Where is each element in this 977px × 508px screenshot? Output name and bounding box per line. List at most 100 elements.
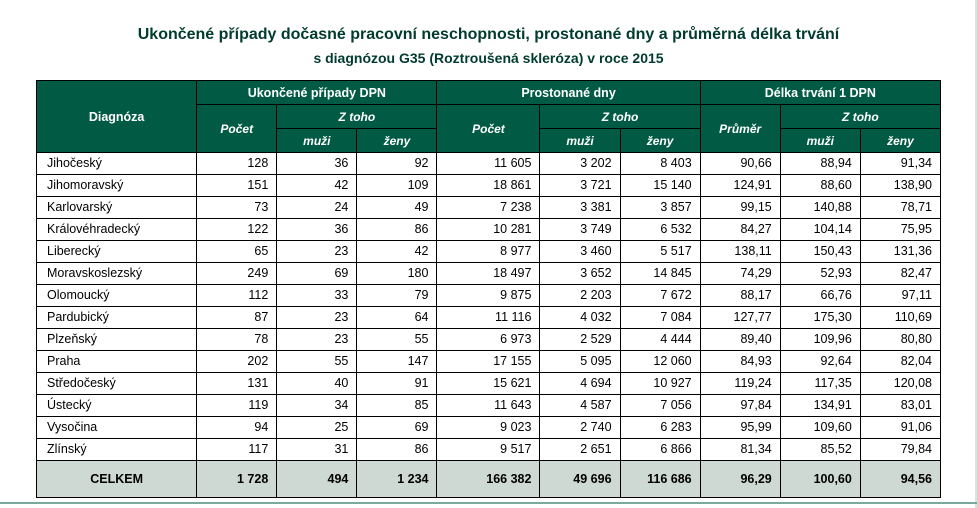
- cell: 9 023: [437, 417, 540, 439]
- row-label: Jihomoravský: [37, 175, 197, 197]
- cell: 88,17: [700, 285, 780, 307]
- cell: 87: [197, 307, 277, 329]
- cell: 6 532: [620, 219, 700, 241]
- row-label: Plzeňský: [37, 329, 197, 351]
- cell: 131: [197, 373, 277, 395]
- cell: 84,93: [700, 351, 780, 373]
- cell: 3 749: [540, 219, 620, 241]
- cell: 7 672: [620, 285, 700, 307]
- cell: 202: [197, 351, 277, 373]
- cell: 66,76: [780, 285, 860, 307]
- row-label: Ústecký: [37, 395, 197, 417]
- table-row: Moravskoslezský2496918018 4973 65214 845…: [37, 263, 941, 285]
- cell: 15 621: [437, 373, 540, 395]
- cell: 3 381: [540, 197, 620, 219]
- cell: 112: [197, 285, 277, 307]
- total-cell: 494: [277, 461, 357, 498]
- cell: 88,94: [780, 153, 860, 175]
- table-footer: CELKEM 1 728 494 1 234 166 382 49 696 11…: [37, 461, 941, 498]
- table-header: Diagnóza Ukončené případy DPN Prostonané…: [37, 81, 941, 153]
- cell: 180: [357, 263, 437, 285]
- cell: 8 977: [437, 241, 540, 263]
- cell: 97,11: [860, 285, 940, 307]
- cell: 78,71: [860, 197, 940, 219]
- cell: 36: [277, 219, 357, 241]
- row-label: Královéhradecký: [37, 219, 197, 241]
- total-cell: 166 382: [437, 461, 540, 498]
- colgroup-prostonane: Prostonané dny: [437, 81, 700, 105]
- cell: 92,64: [780, 351, 860, 373]
- cell: 109: [357, 175, 437, 197]
- cell: 109,96: [780, 329, 860, 351]
- cell: 36: [277, 153, 357, 175]
- total-cell: 116 686: [620, 461, 700, 498]
- cell: 52,93: [780, 263, 860, 285]
- cell: 128: [197, 153, 277, 175]
- cell: 91,34: [860, 153, 940, 175]
- row-label: Liberecký: [37, 241, 197, 263]
- colgroup-ukoncene: Ukončené případy DPN: [197, 81, 437, 105]
- col-pocet-2: Počet: [437, 105, 540, 153]
- cell: 92: [357, 153, 437, 175]
- cell: 82,47: [860, 263, 940, 285]
- cell: 74,29: [700, 263, 780, 285]
- cell: 81,34: [700, 439, 780, 461]
- cell: 5 517: [620, 241, 700, 263]
- cell: 6 283: [620, 417, 700, 439]
- table-row: Zlínský11731869 5172 6516 86681,3485,527…: [37, 439, 941, 461]
- cell: 131,36: [860, 241, 940, 263]
- table-row: Královéhradecký122368610 2813 7496 53284…: [37, 219, 941, 241]
- cell: 134,91: [780, 395, 860, 417]
- total-cell: 96,29: [700, 461, 780, 498]
- cell: 55: [277, 351, 357, 373]
- table-row: Ústecký119348511 6434 5877 05697,84134,9…: [37, 395, 941, 417]
- cell: 4 032: [540, 307, 620, 329]
- cell: 23: [277, 241, 357, 263]
- col-muzi-2: muži: [540, 129, 620, 153]
- cell: 117: [197, 439, 277, 461]
- cell: 249: [197, 263, 277, 285]
- cell: 2 740: [540, 417, 620, 439]
- cell: 69: [357, 417, 437, 439]
- cell: 10 927: [620, 373, 700, 395]
- cell: 2 529: [540, 329, 620, 351]
- cell: 91: [357, 373, 437, 395]
- cell: 79,84: [860, 439, 940, 461]
- cell: 6 866: [620, 439, 700, 461]
- cell: 122: [197, 219, 277, 241]
- cell: 119: [197, 395, 277, 417]
- cell: 86: [357, 439, 437, 461]
- col-muzi-1: muži: [277, 129, 357, 153]
- cell: 109,60: [780, 417, 860, 439]
- row-label: Vysočina: [37, 417, 197, 439]
- cell: 151: [197, 175, 277, 197]
- cell: 140,88: [780, 197, 860, 219]
- cell: 78: [197, 329, 277, 351]
- col-zeny-1: ženy: [357, 129, 437, 153]
- document-page: Ukončené případy dočasné pracovní nescho…: [0, 0, 977, 508]
- col-ztoho-2: Z toho: [540, 105, 700, 129]
- cell: 90,66: [700, 153, 780, 175]
- cell: 79: [357, 285, 437, 307]
- cell: 97,84: [700, 395, 780, 417]
- cell: 127,77: [700, 307, 780, 329]
- col-ztoho-1: Z toho: [277, 105, 437, 129]
- cell: 18 861: [437, 175, 540, 197]
- cell: 150,43: [780, 241, 860, 263]
- cell: 12 060: [620, 351, 700, 373]
- page-title: Ukončené případy dočasné pracovní nescho…: [36, 26, 941, 44]
- cell: 10 281: [437, 219, 540, 241]
- total-cell: 1 728: [197, 461, 277, 498]
- cell: 2 203: [540, 285, 620, 307]
- table-row: Pardubický87236411 1164 0327 084127,7717…: [37, 307, 941, 329]
- cell: 9 517: [437, 439, 540, 461]
- cell: 3 202: [540, 153, 620, 175]
- cell: 15 140: [620, 175, 700, 197]
- cell: 18 497: [437, 263, 540, 285]
- cell: 17 155: [437, 351, 540, 373]
- cell: 11 116: [437, 307, 540, 329]
- cell: 65: [197, 241, 277, 263]
- total-label: CELKEM: [37, 461, 197, 498]
- scan-edge-bottom: [0, 502, 977, 504]
- row-label: Pardubický: [37, 307, 197, 329]
